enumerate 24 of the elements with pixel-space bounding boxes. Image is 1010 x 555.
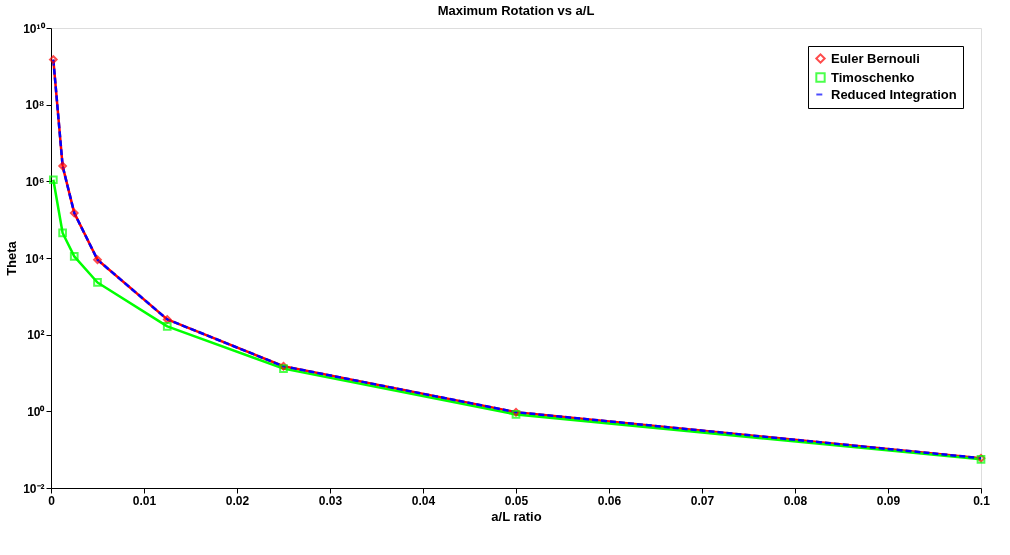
x-tick-label: 0.04 [411,493,436,508]
x-axis-title: a/L ratio [491,508,542,524]
y-tick-label: 10⁴ [25,251,45,266]
legend-label: Reduced Integration [831,86,957,102]
y-tick-label: 10⁸ [25,98,45,113]
x-tick-label: 0.06 [597,493,622,508]
y-tick-label: 10⁻² [23,481,45,496]
y-axis-title: Theta [4,240,20,276]
legend-label: Euler Bernouli [831,50,920,66]
y-tick-label: 10² [27,328,45,343]
x-tick-label: 0.09 [876,493,901,508]
legend-label: Timoschenko [831,69,915,85]
y-tick-label: 10¹⁰ [23,21,46,36]
x-tick-label: 0.03 [318,493,343,508]
chart-title: Maximum Rotation vs a/L [437,3,595,18]
x-tick-label: 0.02 [225,493,250,508]
x-tick-label: 0.08 [783,493,808,508]
x-tick-label: 0.1 [973,493,991,508]
y-tick-label: 10⁰ [27,404,46,419]
x-tick-label: 0 [48,493,56,508]
x-tick-label: 0.01 [132,493,157,508]
y-tick-label: 10⁶ [25,174,45,189]
x-tick-label: 0.05 [504,493,529,508]
x-tick-label: 0.07 [690,493,715,508]
